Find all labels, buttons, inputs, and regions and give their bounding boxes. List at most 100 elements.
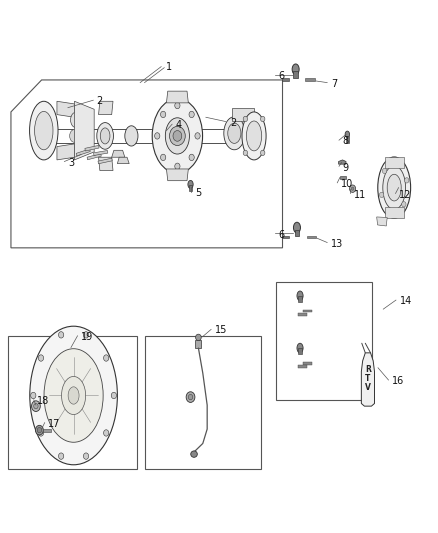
Text: 6: 6 xyxy=(278,230,284,239)
Bar xyxy=(295,230,299,236)
Ellipse shape xyxy=(44,349,103,442)
Circle shape xyxy=(83,332,88,338)
Polygon shape xyxy=(166,91,188,103)
Circle shape xyxy=(189,111,194,118)
Bar xyxy=(282,236,289,238)
Bar xyxy=(385,157,404,168)
Bar xyxy=(303,362,312,365)
Polygon shape xyxy=(87,154,101,160)
Circle shape xyxy=(35,425,43,435)
Text: 8: 8 xyxy=(343,136,349,146)
Bar xyxy=(276,282,372,400)
Bar xyxy=(189,185,192,191)
Text: 16: 16 xyxy=(392,376,404,386)
Bar xyxy=(8,336,137,469)
Text: 14: 14 xyxy=(399,296,412,306)
Ellipse shape xyxy=(297,291,303,301)
Circle shape xyxy=(351,187,354,190)
Bar xyxy=(298,313,307,316)
Circle shape xyxy=(111,392,117,399)
Bar xyxy=(43,429,51,432)
Text: 3: 3 xyxy=(68,158,74,167)
Circle shape xyxy=(31,392,36,399)
Text: 11: 11 xyxy=(354,190,366,199)
Polygon shape xyxy=(377,217,387,226)
Ellipse shape xyxy=(387,174,401,201)
Circle shape xyxy=(59,453,64,459)
Text: 4: 4 xyxy=(175,120,181,130)
Ellipse shape xyxy=(246,121,261,151)
Polygon shape xyxy=(74,101,94,160)
Text: 15: 15 xyxy=(215,326,227,335)
Bar xyxy=(385,207,404,218)
Circle shape xyxy=(350,185,356,192)
Circle shape xyxy=(261,150,265,156)
Ellipse shape xyxy=(293,222,300,233)
Ellipse shape xyxy=(97,123,113,149)
Bar xyxy=(303,310,312,312)
Bar xyxy=(298,296,302,302)
Circle shape xyxy=(34,403,38,409)
Ellipse shape xyxy=(297,343,303,353)
Bar xyxy=(298,348,302,354)
Text: 2: 2 xyxy=(230,118,236,127)
Circle shape xyxy=(382,168,387,174)
Bar xyxy=(282,78,289,81)
Ellipse shape xyxy=(188,180,193,189)
Circle shape xyxy=(379,192,384,198)
Polygon shape xyxy=(166,169,188,181)
Text: 13: 13 xyxy=(331,239,343,248)
Circle shape xyxy=(103,430,109,436)
Circle shape xyxy=(402,201,406,207)
Ellipse shape xyxy=(242,112,266,160)
Text: 19: 19 xyxy=(81,332,93,342)
Bar xyxy=(293,71,298,78)
Bar xyxy=(232,108,254,121)
Circle shape xyxy=(186,392,195,402)
Ellipse shape xyxy=(125,126,138,146)
Text: 1: 1 xyxy=(166,62,173,71)
Text: 2: 2 xyxy=(96,96,102,106)
Polygon shape xyxy=(57,144,74,160)
Circle shape xyxy=(243,150,247,156)
Text: R
T
V: R T V xyxy=(365,365,371,392)
Ellipse shape xyxy=(71,112,83,128)
Ellipse shape xyxy=(166,118,189,154)
Circle shape xyxy=(173,131,182,141)
Circle shape xyxy=(195,133,200,139)
Circle shape xyxy=(189,154,194,160)
Bar xyxy=(307,236,316,238)
Circle shape xyxy=(160,154,166,160)
Polygon shape xyxy=(57,101,74,117)
Ellipse shape xyxy=(30,326,117,465)
Text: 10: 10 xyxy=(341,179,353,189)
Polygon shape xyxy=(117,157,129,164)
Ellipse shape xyxy=(191,451,197,457)
Bar xyxy=(195,340,201,348)
Ellipse shape xyxy=(292,64,299,75)
Polygon shape xyxy=(361,353,374,406)
Polygon shape xyxy=(94,150,108,156)
Bar xyxy=(247,123,264,144)
Polygon shape xyxy=(98,158,112,164)
Polygon shape xyxy=(76,149,90,156)
Bar xyxy=(346,136,349,143)
Circle shape xyxy=(261,116,265,122)
Ellipse shape xyxy=(195,334,201,341)
Text: 6: 6 xyxy=(278,71,284,80)
Text: 12: 12 xyxy=(399,190,411,199)
Circle shape xyxy=(188,394,193,400)
Text: 18: 18 xyxy=(37,396,49,406)
Circle shape xyxy=(175,102,180,109)
Circle shape xyxy=(155,133,160,139)
Ellipse shape xyxy=(378,157,411,219)
Ellipse shape xyxy=(35,111,53,150)
Bar xyxy=(305,78,315,81)
Ellipse shape xyxy=(29,101,58,160)
Text: 7: 7 xyxy=(331,79,337,88)
Ellipse shape xyxy=(224,117,245,150)
Ellipse shape xyxy=(70,130,79,142)
Circle shape xyxy=(389,209,393,214)
Ellipse shape xyxy=(152,99,202,173)
Circle shape xyxy=(170,126,185,146)
